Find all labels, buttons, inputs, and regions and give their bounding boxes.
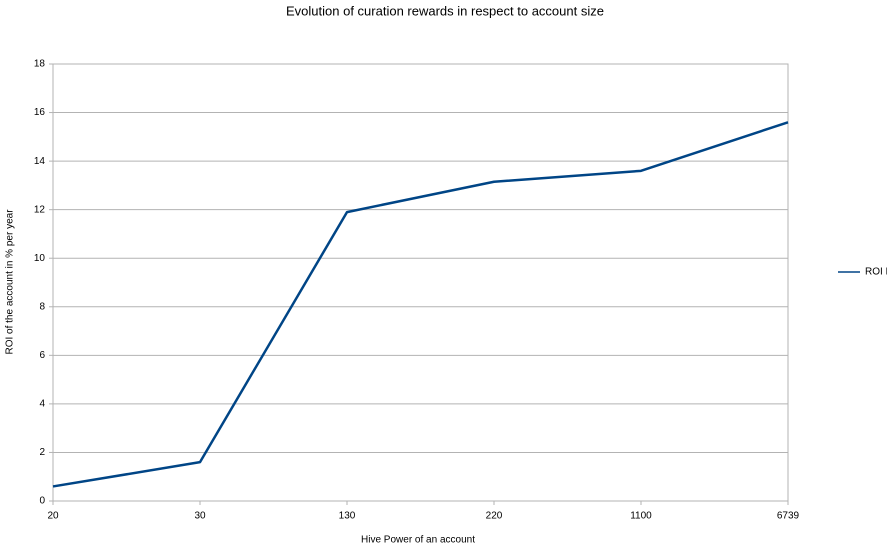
y-tick-label: 8 bbox=[39, 301, 45, 312]
legend-label: ROI I bbox=[865, 267, 887, 278]
x-tick-label: 30 bbox=[194, 511, 206, 522]
x-tick-label: 20 bbox=[47, 511, 59, 522]
chart-title: Evolution of curation rewards in respect… bbox=[286, 3, 604, 18]
x-tick-label: 1100 bbox=[630, 511, 652, 522]
y-tick-label: 2 bbox=[39, 447, 45, 458]
x-tick-label: 220 bbox=[486, 511, 503, 522]
y-tick-label: 12 bbox=[34, 204, 46, 215]
y-tick-label: 14 bbox=[34, 156, 46, 167]
y-tick-label: 10 bbox=[34, 253, 46, 264]
y-axis-label: ROI of the account in % per year bbox=[5, 209, 16, 355]
plot-frame bbox=[52, 63, 789, 502]
y-tick-label: 18 bbox=[34, 59, 46, 70]
x-tick-label: 6739 bbox=[777, 511, 800, 522]
y-tick-label: 6 bbox=[39, 350, 45, 361]
y-tick-label: 4 bbox=[39, 399, 45, 410]
data-line bbox=[52, 121, 789, 488]
y-tick-label: 0 bbox=[39, 496, 45, 507]
y-tick-label: 16 bbox=[34, 107, 46, 118]
x-axis-label: Hive Power of an account bbox=[361, 535, 475, 546]
x-tick-label: 130 bbox=[339, 511, 356, 522]
